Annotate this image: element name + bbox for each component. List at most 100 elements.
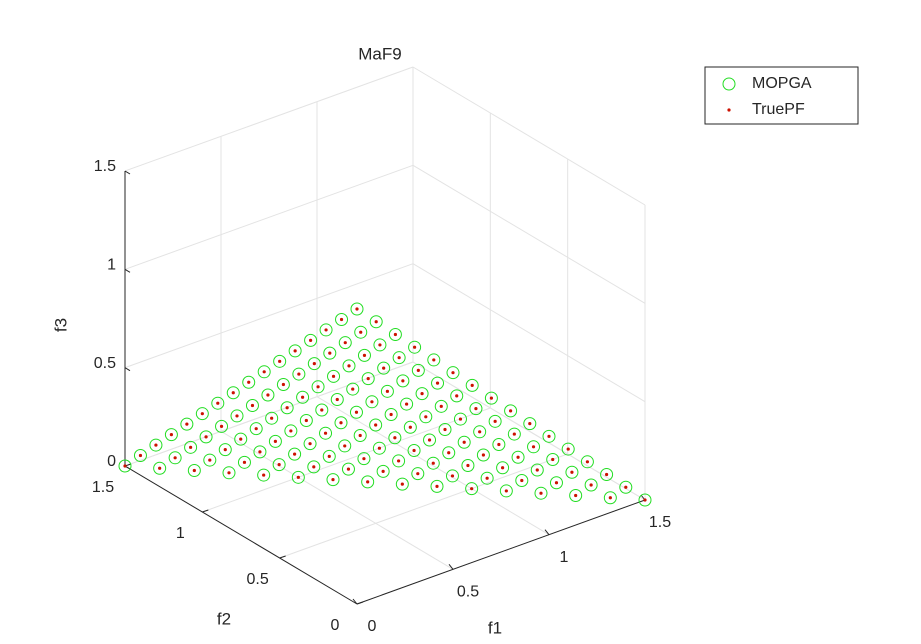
point	[180, 417, 194, 431]
point	[288, 447, 302, 461]
point	[378, 343, 382, 347]
point	[434, 399, 448, 413]
point	[416, 368, 420, 372]
x-axis-line	[356, 499, 646, 605]
grid-line	[124, 361, 414, 467]
point	[312, 362, 316, 366]
point	[323, 346, 337, 360]
point	[431, 461, 435, 465]
point	[420, 392, 424, 396]
point	[401, 379, 405, 383]
point	[185, 422, 189, 426]
point	[266, 393, 270, 397]
point	[339, 317, 344, 322]
point	[443, 427, 447, 432]
point	[566, 447, 570, 451]
point	[231, 391, 235, 395]
point	[531, 445, 536, 449]
point	[222, 466, 236, 480]
y-tick-label: 1	[176, 525, 185, 542]
point	[223, 448, 227, 452]
point	[169, 433, 173, 437]
point	[253, 445, 267, 459]
point	[281, 382, 285, 387]
point	[393, 436, 397, 440]
point	[535, 468, 539, 472]
point	[638, 493, 652, 507]
point	[469, 402, 483, 416]
point	[346, 467, 351, 471]
point	[254, 427, 258, 431]
x-tick-label: 1	[560, 549, 569, 566]
y-tick-label: 0.5	[247, 571, 269, 588]
grid-line	[412, 66, 646, 206]
point	[280, 401, 294, 415]
point	[192, 468, 196, 473]
x-tick	[448, 564, 454, 570]
point	[278, 359, 282, 363]
point	[413, 345, 417, 349]
point	[492, 438, 506, 452]
point	[397, 459, 401, 463]
point	[354, 410, 359, 414]
point	[499, 484, 513, 498]
point	[270, 416, 274, 420]
point	[484, 391, 498, 405]
point	[204, 435, 208, 439]
point	[643, 498, 647, 502]
point	[272, 458, 286, 472]
point	[424, 415, 428, 419]
x-axis-title: f1	[488, 618, 502, 637]
point	[393, 332, 397, 337]
point	[184, 440, 198, 454]
point	[565, 465, 579, 479]
point	[570, 470, 574, 474]
z-tick	[124, 268, 131, 273]
point	[292, 367, 306, 381]
point	[547, 434, 551, 438]
grid-line	[316, 396, 550, 536]
grid-line	[124, 66, 414, 172]
z-axis-title: f3	[51, 318, 70, 332]
point	[392, 351, 406, 365]
point	[154, 443, 158, 447]
point	[408, 425, 412, 429]
legend-marker	[727, 108, 731, 112]
point	[216, 401, 220, 405]
point	[307, 460, 321, 474]
point	[509, 409, 513, 413]
point	[435, 484, 439, 488]
point	[219, 424, 224, 428]
point	[195, 407, 209, 421]
point	[516, 455, 520, 459]
point	[527, 440, 541, 454]
point	[392, 454, 406, 468]
point	[339, 421, 343, 425]
point	[338, 336, 352, 350]
point	[354, 325, 368, 339]
point	[372, 441, 386, 455]
point	[323, 431, 328, 435]
point	[388, 327, 402, 341]
y-tick-label: 1.5	[92, 479, 114, 496]
point	[523, 417, 537, 431]
point	[489, 396, 493, 400]
point	[450, 474, 455, 478]
point	[343, 444, 347, 448]
point	[242, 460, 247, 464]
point	[419, 410, 433, 424]
point	[447, 451, 451, 455]
legend-label: TruePF	[752, 101, 805, 118]
point	[311, 380, 325, 394]
point	[245, 398, 259, 412]
point	[603, 491, 617, 505]
point	[445, 469, 459, 483]
point	[362, 457, 366, 461]
point	[497, 442, 501, 447]
point	[327, 369, 341, 383]
chart-title: MaF9	[358, 44, 401, 63]
point	[203, 453, 217, 467]
point	[239, 437, 243, 441]
point	[624, 485, 628, 489]
